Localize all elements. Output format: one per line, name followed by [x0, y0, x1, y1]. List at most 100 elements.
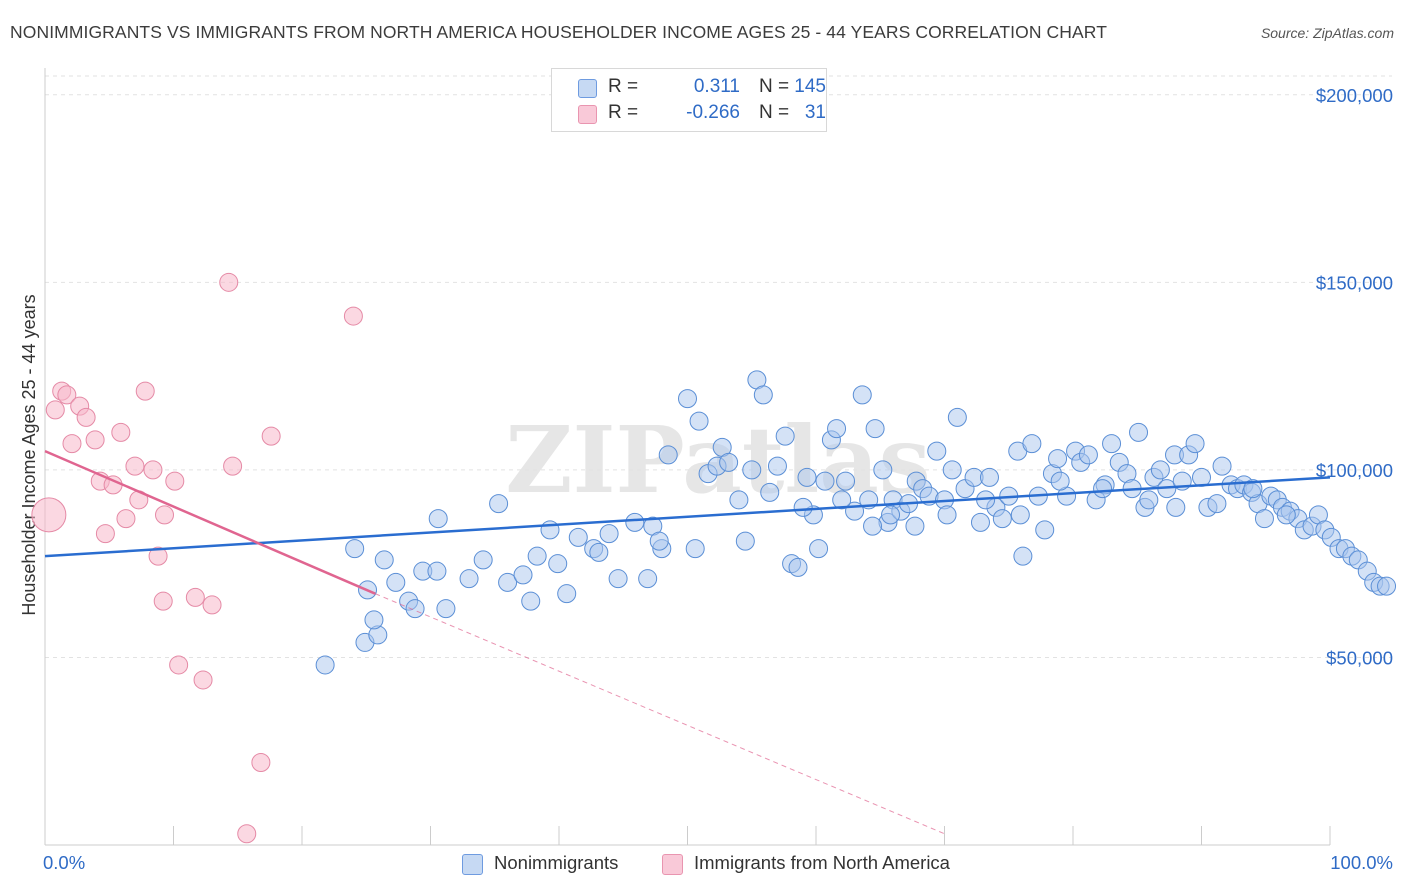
pink-point [143, 460, 163, 480]
blue-point [678, 389, 697, 409]
blue-point [1129, 422, 1149, 442]
blue-point [436, 599, 456, 619]
legend-n-value: 31 [804, 102, 826, 123]
blue-point [970, 512, 990, 532]
legend-swatch-blue [578, 79, 597, 98]
blue-point [1276, 505, 1296, 525]
y-tick-label: $150,000 [1316, 272, 1393, 293]
blue-point [1212, 456, 1232, 476]
blue-point [793, 497, 813, 517]
blue-point [638, 569, 658, 589]
blue-point [1377, 576, 1397, 596]
blue-point [1185, 434, 1205, 454]
blue-point [767, 456, 787, 476]
chart-title: NONIMMIGRANTS VS IMMIGRANTS FROM NORTH A… [10, 22, 1107, 42]
pink-point [343, 306, 363, 326]
blue-point [881, 505, 901, 525]
pink-point [135, 381, 155, 401]
pink-point [251, 752, 271, 772]
blue-point [345, 539, 365, 559]
pink-point [45, 400, 65, 420]
pink-point [193, 670, 213, 690]
x-tick-label: 100.0% [1330, 852, 1393, 873]
blue-point [489, 494, 509, 514]
pink-point [155, 505, 175, 525]
blue-point [608, 569, 628, 589]
blue-point [1243, 479, 1263, 499]
x-tick-label: 0.0% [43, 852, 85, 873]
pink-point [169, 655, 189, 675]
blue-point [568, 527, 588, 547]
blue-point [927, 441, 947, 461]
blue-point [315, 655, 335, 675]
blue-point [1078, 445, 1098, 465]
blue-point [364, 610, 384, 630]
blue-point [865, 419, 885, 439]
blue-point [788, 557, 808, 577]
y-tick-label: $100,000 [1316, 460, 1393, 481]
blue-point [689, 411, 709, 431]
y-tick-label: $200,000 [1316, 85, 1393, 106]
blue-point [557, 584, 577, 604]
blue-point [937, 505, 957, 525]
blue-point [386, 572, 406, 592]
blue-point [428, 509, 448, 529]
blue-point [992, 509, 1012, 529]
bottom-legend-label: Immigrants from North America [694, 852, 950, 873]
blue-point [658, 445, 678, 465]
pink-point [153, 591, 173, 611]
blue-point [498, 572, 518, 592]
blue-point [1022, 434, 1042, 454]
blue-point [863, 516, 883, 536]
legend-n-value: 145 [794, 76, 826, 97]
blue-point [473, 550, 493, 570]
blue-point [1254, 509, 1274, 529]
legend-r-value: -0.266 [686, 102, 740, 123]
pink-point [111, 422, 131, 442]
blue-point [513, 565, 533, 585]
pink-point [116, 509, 136, 529]
pink-point [223, 456, 243, 476]
pink-trendline-extension [375, 593, 945, 835]
pink-point [202, 595, 222, 615]
pink-point [76, 407, 96, 427]
blue-point [685, 539, 705, 559]
blue-point [1093, 479, 1113, 499]
blue-point [649, 531, 669, 551]
blue-point [521, 591, 541, 611]
blue-point [815, 471, 835, 491]
blue-point [836, 471, 856, 491]
pink-point [95, 524, 115, 544]
blue-point [1150, 460, 1170, 480]
pink-point [185, 587, 205, 607]
blue-point [760, 482, 780, 502]
legend-n-label: N = [759, 76, 790, 97]
y-axis-label: Householder Income Ages 25 - 44 years [19, 294, 39, 615]
blue-point [735, 531, 755, 551]
blue-point [405, 599, 425, 619]
pink-point [31, 497, 67, 533]
blue-point [827, 419, 847, 439]
pink-point [85, 430, 105, 450]
blue-point [1166, 497, 1186, 517]
blue-point [1035, 520, 1055, 540]
blue-point [1010, 505, 1030, 525]
blue-point [599, 524, 619, 544]
pink-point [148, 546, 168, 566]
pink-point [237, 824, 257, 844]
stats-legend: R = 0.311 N = 145 R = -0.266 N = 31 [551, 68, 827, 132]
blue-point [1139, 490, 1159, 510]
blue-point [589, 542, 609, 562]
blue-point [1207, 494, 1227, 514]
bottom-legend-swatch-pink [662, 854, 683, 875]
blue-point [775, 426, 795, 446]
legend-n-label: N = [759, 102, 790, 123]
blue-point [625, 512, 645, 532]
blue-point [527, 546, 547, 566]
blue-point [742, 460, 762, 480]
blue-point [873, 460, 893, 480]
blue-point [548, 554, 568, 574]
y-tick-label: $50,000 [1326, 647, 1393, 668]
legend-r-label: R = [608, 102, 639, 123]
